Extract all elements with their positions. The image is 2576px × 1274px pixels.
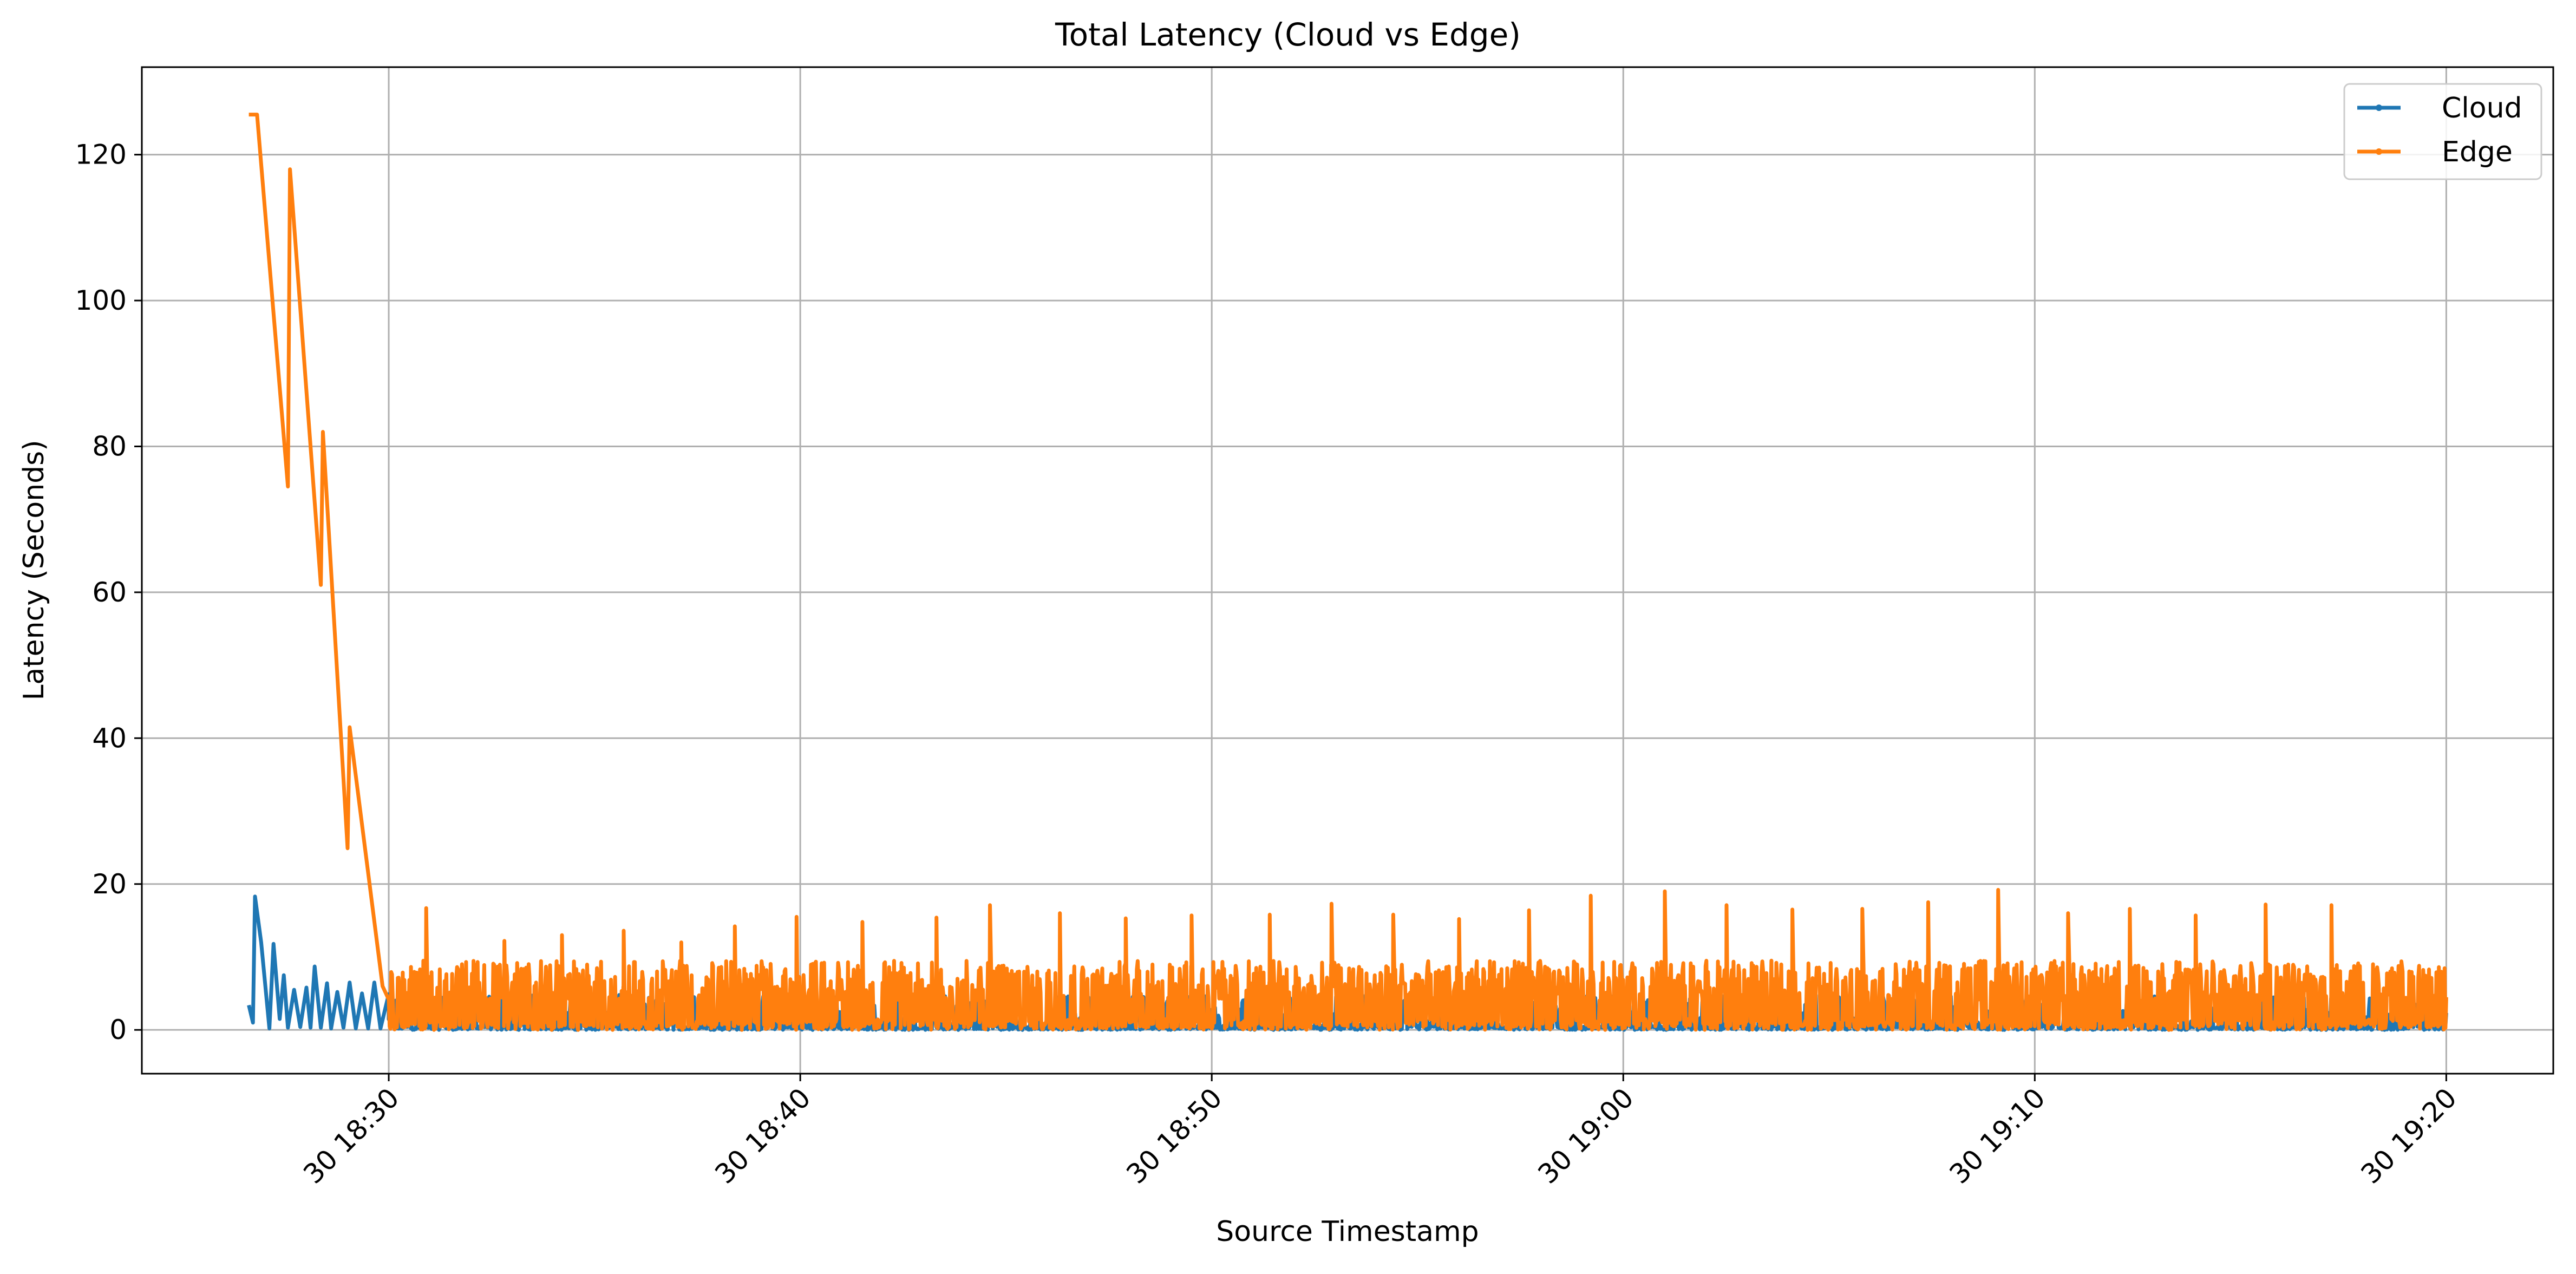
legend-label-cloud: Cloud: [2442, 92, 2522, 125]
grid-lines: [142, 67, 2553, 1074]
y-tick-label: 100: [75, 285, 127, 316]
y-axis-label: Latency (Seconds): [18, 440, 50, 700]
legend: Cloud Edge: [2343, 83, 2542, 180]
series-line-edge: [249, 113, 2448, 1032]
plot-frame: [141, 66, 2554, 1075]
y-tick-label: 80: [92, 430, 127, 462]
chart-title: Total Latency (Cloud vs Edge): [1055, 16, 1521, 53]
y-tick-label: 120: [75, 139, 127, 171]
legend-marker-cloud: [2376, 104, 2382, 111]
legend-marker-edge: [2376, 148, 2382, 155]
y-tick-label: 40: [92, 722, 127, 754]
y-tick-label: 20: [92, 868, 127, 900]
legend-label-edge: Edge: [2442, 136, 2513, 168]
y-tick-label: 0: [109, 1014, 127, 1046]
y-tick-label: 60: [92, 577, 127, 608]
plot-series: [247, 113, 2448, 1032]
x-axis-label: Source Timestamp: [1216, 1216, 1479, 1248]
